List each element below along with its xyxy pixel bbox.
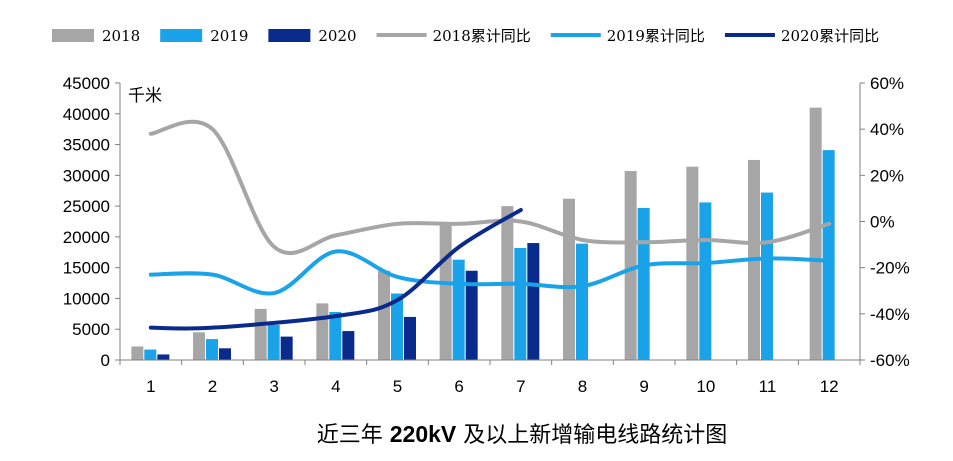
x-tick-label: 1 [146, 377, 155, 396]
bar-2019-8 [576, 243, 588, 360]
legend-label-2020累计同比: 2020累计同比 [781, 27, 879, 45]
line-2020累计同比 [148, 207, 523, 331]
legend-label-2019: 2019 [210, 27, 248, 45]
y-right-tick-label: 40% [870, 120, 904, 139]
y-left-tick-label: 10000 [63, 289, 110, 308]
bar-2019-12 [822, 150, 835, 360]
y-left-tick-label: 35000 [63, 136, 110, 155]
bar-2019-5 [391, 293, 403, 360]
x-tick-label: 2 [208, 377, 217, 396]
x-tick-label: 6 [454, 377, 463, 396]
legend-swatch-2019 [160, 29, 203, 42]
y-left-tick-label: 40000 [63, 105, 110, 124]
y-right-tick-label: 0% [870, 213, 895, 232]
x-tick-label: 7 [516, 377, 525, 396]
bar-2019-2 [206, 339, 218, 360]
bar-2020-4 [342, 331, 355, 360]
x-tick-label: 10 [696, 377, 715, 396]
legend-label-2018累计同比: 2018累计同比 [433, 27, 531, 45]
bar-2019-11 [761, 192, 773, 360]
bar-2018-8 [563, 198, 575, 360]
y-left-axis: 0 5000 10000 15000 20000 25000 30000 35000 40000… [63, 74, 121, 370]
bar-2020-5 [404, 316, 416, 360]
y-right-tick-label: 20% [870, 166, 904, 185]
legend-label-2018: 2018 [102, 27, 140, 45]
bar-2019-10 [699, 202, 712, 360]
x-tick-label: 9 [639, 377, 648, 396]
y-right-tick-label: 60% [870, 74, 904, 93]
legend-label-2020: 2020 [318, 27, 356, 45]
legend-label-2019累计同比: 2019累计同比 [607, 27, 705, 45]
y-right-tick-label: -40% [870, 305, 910, 324]
chart-title-part-2: 220kV [390, 421, 457, 447]
legend: 2018 2019 2020 2018累计同比 2019累计同比 2020累计同比 [52, 27, 879, 45]
x-tick-label: 12 [820, 377, 839, 396]
bar-2020-1 [157, 354, 170, 360]
x-tick-label: 3 [269, 377, 278, 396]
y-left-tick-label: 5000 [72, 320, 110, 339]
bar-2020-6 [465, 270, 478, 360]
y-left-tick-label: 30000 [63, 166, 110, 185]
bar-2018-1 [131, 346, 144, 360]
y-right-tick-label: -20% [870, 259, 910, 278]
bar-2019-7 [514, 247, 527, 360]
x-tick-label: 11 [759, 377, 777, 396]
line-area [148, 119, 832, 331]
bar-2018-2 [193, 332, 205, 360]
bar-2020-7 [527, 243, 540, 360]
bar-2019-3 [267, 324, 280, 360]
y-left-tick-label: 15000 [63, 259, 110, 278]
line-2019累计同比 [148, 249, 832, 296]
line-2018累计同比 [148, 119, 832, 256]
y-left-tick-label: 20000 [63, 228, 110, 247]
bar-2018-3 [254, 308, 267, 360]
bar-2019-9 [637, 207, 650, 360]
y-left-tick-label: 45000 [63, 74, 110, 93]
y-left-tick-label: 0 [101, 351, 110, 370]
bar-2020-3 [280, 336, 293, 360]
y-right-tick-label: -60% [870, 351, 910, 370]
chart-title: 近三年 220kV 及以上新增输电线路统计图 [317, 421, 728, 448]
bar-2018-6 [439, 222, 452, 360]
bar-2018-12 [809, 107, 822, 360]
bar-2018-9 [624, 171, 637, 360]
y-right-axis: -60% -40% -20% 0% 20% 40% 60% [859, 74, 910, 370]
x-tick-label: 8 [578, 377, 587, 396]
y-left-tick-label: 25000 [63, 197, 110, 216]
legend-swatch-2020 [268, 29, 311, 42]
bar-2019-1 [144, 349, 157, 360]
chart-title-part-1: 近三年 [317, 423, 390, 448]
chart-title-part-3: 及以上新增输电线路统计图 [456, 423, 727, 448]
bar-2020-2 [219, 348, 231, 360]
bar-2019-4 [329, 311, 342, 360]
x-tick-label: 5 [393, 377, 402, 396]
bar-2018-5 [378, 270, 390, 360]
bar-2018-4 [316, 303, 329, 360]
bar-2019-6 [452, 259, 465, 360]
legend-swatch-2018 [52, 29, 94, 42]
y-left-unit-label: 千米 [128, 86, 162, 106]
x-axis: 1 2 3 4 5 6 7 8 9 10 11 12 [119, 359, 861, 396]
x-tick-label: 4 [331, 377, 340, 396]
